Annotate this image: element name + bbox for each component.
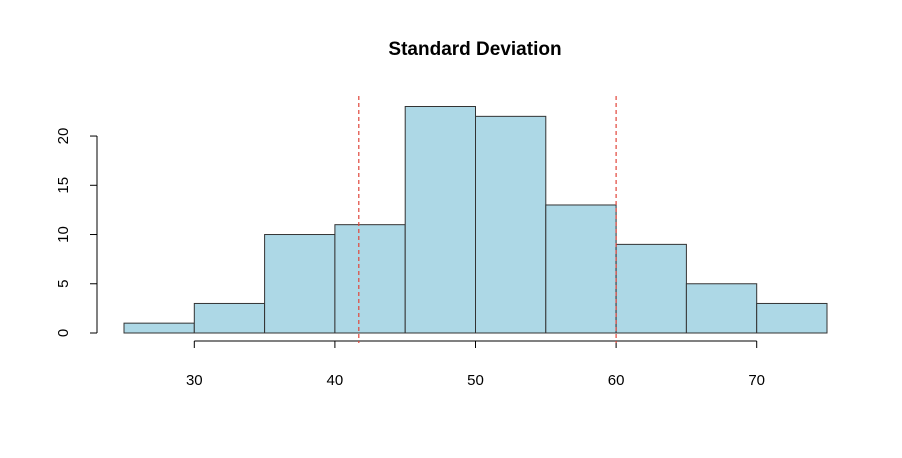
x-tick-label: 50 [467, 372, 484, 389]
chart-title: Standard Deviation [388, 39, 561, 60]
y-tick-label: 15 [55, 177, 72, 194]
bar [545, 204, 617, 334]
bar [404, 106, 477, 334]
bar [756, 302, 828, 334]
bar [123, 322, 195, 334]
bar [685, 283, 758, 334]
x-tick-label: 60 [608, 372, 625, 389]
bar [615, 243, 687, 334]
x-tick-label: 40 [327, 372, 344, 389]
bar [264, 234, 336, 334]
y-tick-label: 5 [55, 280, 72, 288]
y-tick-label: 20 [55, 128, 72, 145]
x-tick-label: 70 [748, 372, 765, 389]
bar [475, 115, 547, 334]
x-tick-label: 30 [186, 372, 203, 389]
bar [334, 224, 406, 334]
y-tick-label: 0 [55, 329, 72, 337]
y-tick-label: 10 [55, 226, 72, 243]
bar [193, 302, 266, 334]
